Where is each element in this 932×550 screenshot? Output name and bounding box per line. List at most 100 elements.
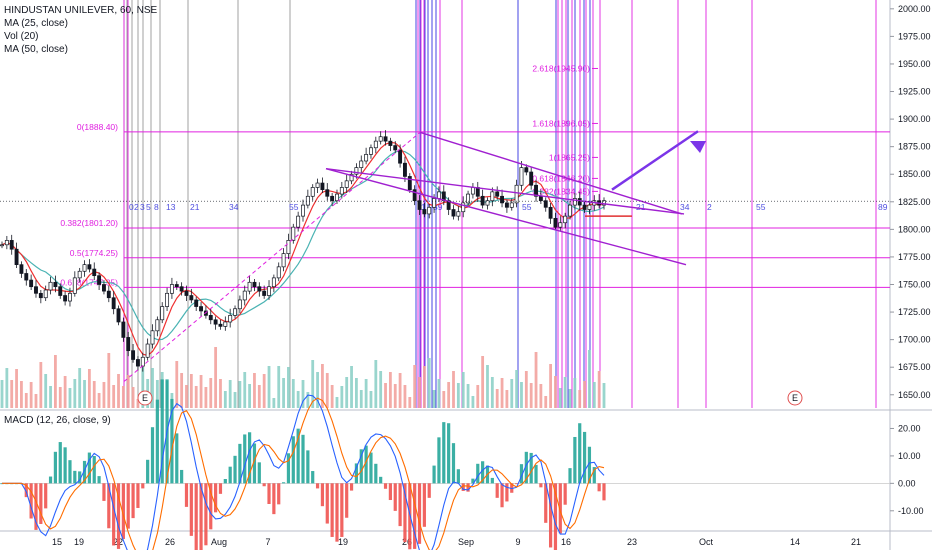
macd-histogram-bar [476, 463, 480, 484]
candle-body [140, 356, 145, 367]
candle-body [174, 284, 179, 288]
macd-histogram-bar [490, 477, 494, 484]
macd-histogram-bar [281, 482, 286, 484]
price-tick-label: 2000.00 [898, 4, 931, 14]
candle-body [378, 136, 383, 142]
macd-histogram-bar [107, 483, 111, 529]
macd-histogram-bar [209, 483, 213, 530]
fib-extension-label: 1(1865.25) [549, 152, 590, 162]
candle-body [301, 204, 305, 217]
volume-bar [121, 386, 125, 408]
fib-level-label: 0.618(1747.35) [60, 277, 118, 287]
volume-bar [427, 358, 431, 408]
candle-body [427, 206, 432, 215]
candle-body [461, 202, 466, 213]
volume-bar [189, 374, 193, 408]
volume-bar [287, 367, 290, 408]
earnings-event-marker [137, 390, 153, 406]
ma25-legend[interactable]: MA (25, close) [4, 18, 68, 29]
macd-histogram-bar [262, 483, 266, 487]
candle-body [150, 330, 155, 345]
macd-histogram-bar [388, 483, 392, 501]
macd-histogram-bar [315, 483, 320, 489]
candle-body [572, 198, 577, 206]
time-zone-label: 8 [154, 202, 159, 212]
volume-bar [243, 372, 247, 408]
volume-bar [107, 353, 111, 408]
candle-body [602, 200, 606, 206]
candle-body [344, 180, 349, 188]
candle-body [359, 160, 364, 168]
candle-body [77, 270, 82, 279]
candle-body [587, 204, 592, 210]
candle-body [19, 264, 24, 274]
candle-body [286, 240, 291, 254]
candle-body [558, 222, 563, 228]
macd-histogram-bar [325, 483, 329, 524]
time-tick-label: 7 [265, 537, 270, 547]
price-tick-label: 1825.00 [898, 197, 931, 207]
macd-histogram-bar [73, 470, 77, 484]
symbol-title[interactable]: HINDUSTAN UNILEVER, 60, NSE [4, 5, 158, 16]
volume-bar [10, 380, 14, 408]
candle-body [432, 198, 437, 208]
volume-bar [185, 385, 188, 408]
macd-histogram-bar [500, 483, 504, 508]
volume-bar [355, 378, 358, 408]
macd-histogram-bar [544, 483, 548, 523]
candle-body [582, 204, 587, 210]
time-tick-label: 16 [561, 537, 571, 547]
main-legend: HINDUSTAN UNILEVER, 60, NSE MA (25, clos… [4, 4, 157, 56]
candle-body [102, 284, 106, 292]
volume-bar [524, 371, 528, 408]
candle-body [335, 193, 339, 202]
macd-histogram-bar [102, 483, 106, 501]
volume-bar [330, 385, 334, 408]
volume-bar [583, 381, 586, 408]
time-zone-label: 89 [433, 202, 443, 212]
macd-histogram-bar [252, 443, 257, 484]
volume-legend[interactable]: Vol (20) [4, 31, 39, 42]
volume-bar [257, 385, 261, 408]
price-tick-label: 1975.00 [898, 31, 931, 41]
volume-bar [5, 368, 9, 408]
macd-legend[interactable]: MACD (12, 26, close, 9) [4, 415, 111, 426]
volume-bar [554, 376, 557, 408]
candle-body [242, 290, 247, 301]
macd-histogram-bar [311, 471, 315, 484]
candle-body [451, 209, 456, 217]
time-tick-label: 19 [338, 537, 348, 547]
ma50-legend[interactable]: MA (50, close) [4, 44, 68, 55]
candle-body [509, 202, 514, 208]
volume-bar [422, 366, 426, 408]
volume-bar [345, 377, 349, 408]
volume-bar [456, 383, 460, 408]
candle-body [63, 295, 68, 302]
macd-histogram-bar [466, 483, 470, 492]
candle-body [9, 240, 14, 250]
volume-bar [68, 388, 72, 408]
macd-histogram-bar [126, 483, 130, 529]
volume-bar [466, 384, 470, 408]
price-tick-label: 1700.00 [898, 335, 931, 345]
fib-level-label: 0.382(1801.20) [60, 218, 118, 228]
volume-bar [24, 393, 28, 408]
macd-histogram-bar [291, 436, 295, 484]
macd-histogram-bar [451, 443, 456, 484]
macd-histogram-bar [349, 483, 354, 491]
volume-bar [262, 374, 266, 408]
volume-bar [102, 382, 106, 408]
volume-bar [447, 382, 451, 408]
volume-bar [44, 374, 48, 408]
candle-body [97, 275, 102, 285]
candle-body [179, 286, 184, 292]
candle-body [34, 286, 38, 294]
volume-bar [204, 387, 208, 408]
volume-bar [0, 380, 4, 408]
volume-bar [112, 385, 116, 408]
price-tick-label: 1850.00 [898, 169, 931, 179]
candle-body [470, 187, 475, 195]
time-zone-label: 21 [636, 202, 646, 212]
time-tick-label: 15 [52, 537, 62, 547]
